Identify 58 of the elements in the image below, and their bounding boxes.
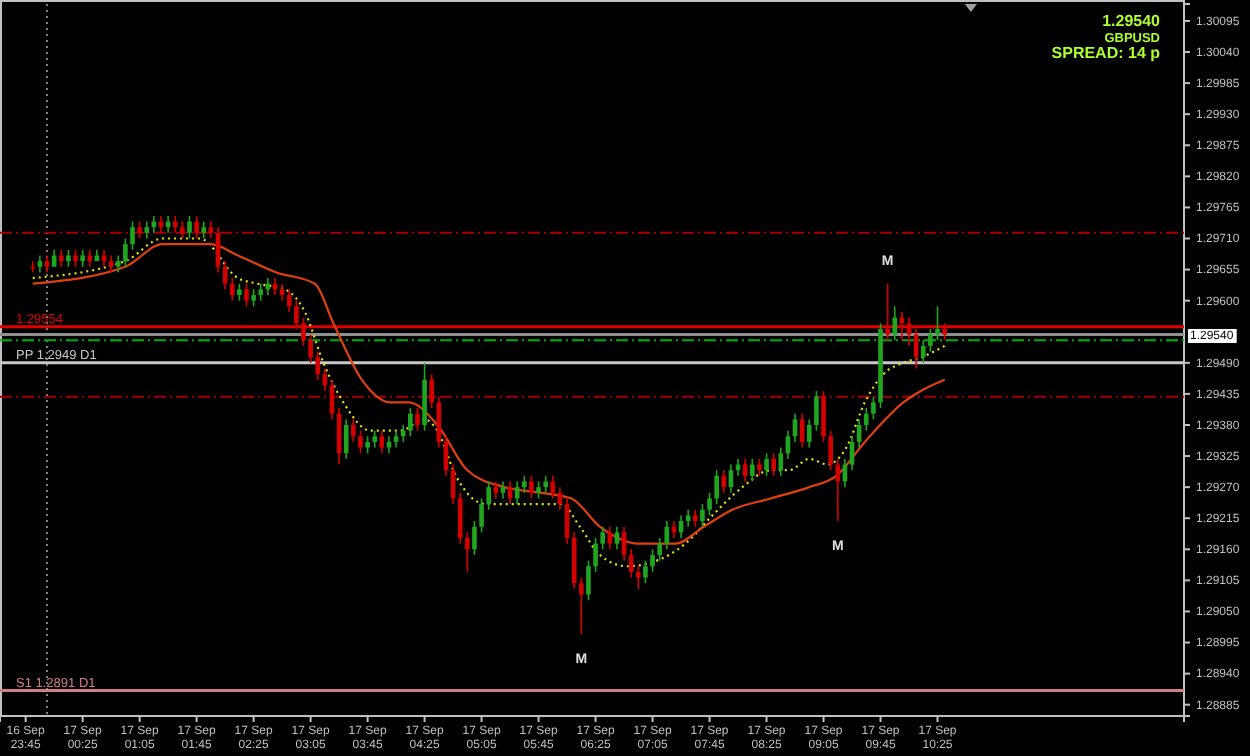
candlestick — [379, 429, 385, 455]
candlestick — [579, 576, 584, 635]
candlestick — [187, 215, 192, 240]
candlestick — [465, 531, 470, 573]
candlestick — [514, 480, 520, 505]
candlestick — [229, 277, 235, 302]
candlestick — [721, 469, 727, 494]
candlestick — [700, 503, 705, 528]
candlestick — [422, 362, 427, 432]
annotation: SPREAD: 14 p — [1051, 44, 1161, 62]
candlestick — [571, 531, 577, 590]
candlestick — [920, 339, 926, 364]
candlestick — [244, 282, 249, 308]
candlestick — [707, 491, 712, 517]
candlestick — [358, 429, 363, 455]
candlestick — [835, 458, 841, 522]
candlestick — [764, 452, 769, 477]
candlestick — [771, 452, 776, 477]
candlestick — [871, 395, 876, 421]
candlestick — [928, 328, 933, 353]
candlestick — [343, 418, 349, 460]
candlestick — [472, 520, 477, 556]
candlestick — [130, 220, 135, 251]
candlestick — [863, 407, 869, 432]
candlestick — [429, 373, 435, 409]
candlestick — [529, 475, 534, 500]
annotation: 1.29540 — [1102, 12, 1162, 30]
candlestick — [650, 548, 655, 573]
candlestick — [657, 537, 662, 562]
candlestick — [935, 305, 940, 342]
candlestick — [821, 390, 826, 443]
candlestick — [308, 333, 313, 364]
candlestick — [286, 288, 292, 313]
candlestick — [635, 565, 641, 590]
candlestick — [457, 491, 463, 545]
candlestick — [593, 537, 598, 573]
candlestick — [607, 525, 613, 551]
candlestick — [643, 559, 648, 585]
candlestick — [123, 237, 128, 268]
candlestick — [749, 458, 755, 483]
candlestick — [194, 215, 199, 240]
candlestick — [315, 350, 321, 381]
candlestick — [714, 469, 719, 505]
candlestick — [828, 429, 833, 471]
candlestick — [586, 559, 591, 601]
candlestick — [351, 418, 356, 443]
candlestick — [550, 475, 556, 500]
candlestick — [814, 390, 819, 432]
candlestick — [415, 407, 420, 432]
candlestick — [664, 520, 670, 551]
candlestick — [408, 407, 413, 438]
candlestick — [892, 305, 898, 342]
candlestick — [479, 497, 484, 534]
candlestick — [600, 525, 605, 551]
candlestick — [778, 446, 784, 477]
candlestick — [806, 418, 812, 449]
candlestick — [486, 480, 492, 511]
candlestick — [614, 525, 620, 551]
